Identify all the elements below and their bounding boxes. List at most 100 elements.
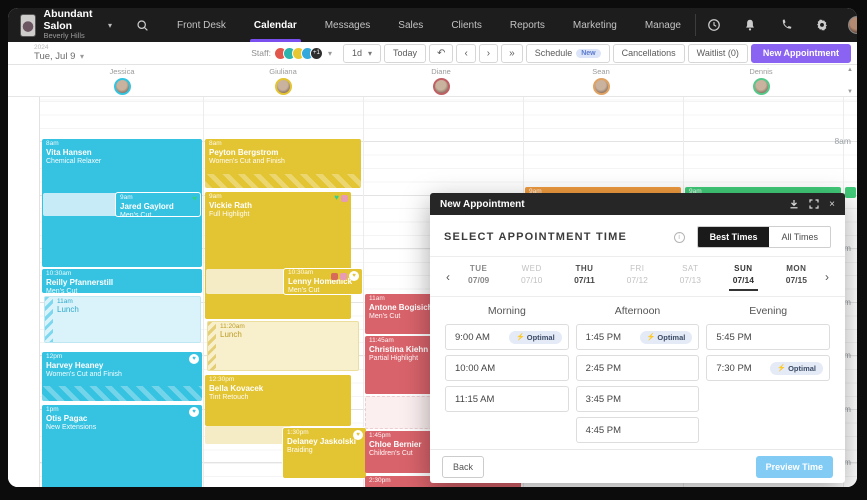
back-button[interactable]: Back	[442, 455, 485, 478]
day-thu-0711[interactable]: THU 07/11	[574, 264, 595, 285]
nav-item-messages[interactable]: Messages	[324, 19, 371, 31]
day-tue-0709[interactable]: TUE 07/09	[468, 264, 490, 285]
preview-time-button[interactable]: Preview Time	[755, 455, 833, 478]
time-slot-900am[interactable]: 9:00 AM ⚡ Optimal	[445, 324, 569, 351]
schedule-button[interactable]: Schedule New	[525, 43, 610, 63]
user-menu[interactable]: ▾	[840, 16, 857, 34]
vertical-scrollbar[interactable]: ▲ ▼	[845, 67, 855, 95]
best-times-button[interactable]: Best Times	[697, 227, 770, 247]
lunch-block-jessica[interactable]: 11am Lunch	[44, 296, 201, 343]
time-slot-1115am[interactable]: 11:15 AM	[445, 386, 569, 413]
search-icon[interactable]	[122, 19, 163, 32]
staff-avatar-stack: +1	[273, 46, 323, 60]
appointment-jared-gaylord[interactable]: 9am Jared Gaylord Men's Cut ♥	[116, 193, 200, 216]
time-slot-245pm[interactable]: 2:45 PM	[575, 355, 700, 382]
app-window: Abundant Salon Beverly Hills ▾ Front Des…	[8, 8, 857, 487]
close-icon[interactable]: ×	[829, 198, 835, 210]
appointment-lenny-homenick[interactable]: 10:30am Lenny Homenick Men's Cut ♥	[284, 269, 362, 294]
appointment-bella-kovacek[interactable]: 12:30pm Bella Kovacek Tint Retouch	[205, 375, 351, 426]
minimize-icon[interactable]	[789, 199, 799, 209]
today-button[interactable]: Today	[384, 43, 427, 63]
appointment-vickie-rath[interactable]: 9am Vickie Rath Full Highlight ♥	[205, 192, 351, 319]
appointment-harvey-heaney[interactable]: 12pm Harvey Heaney Women's Cut and Finis…	[42, 352, 202, 401]
new-appointment-button[interactable]: New Appointment	[750, 43, 851, 63]
nav-item-front-desk[interactable]: Front Desk	[177, 19, 226, 31]
lunch-stripe	[45, 297, 53, 342]
time-slot-1000am[interactable]: 10:00 AM	[445, 355, 569, 382]
time-slot-545pm[interactable]: 5:45 PM	[706, 324, 831, 351]
lunch-block-giuliana[interactable]: 11:20am Lunch	[207, 321, 359, 371]
section-afternoon: Afternoon 1:45 PM ⚡ Optimal 2:45 PM 3:45 …	[575, 305, 700, 448]
expand-icon[interactable]	[809, 199, 819, 209]
new-appointment-modal: New Appointment × SELECT APPOINTMENT TIM…	[430, 193, 845, 483]
nav-item-calendar[interactable]: Calendar	[240, 8, 311, 42]
calendar-year: 2024	[34, 44, 49, 51]
appointment-peyton-bergstrom[interactable]: 8am Peyton Bergstrom Women's Cut and Fin…	[205, 139, 361, 188]
prev-week-icon[interactable]: ‹	[446, 269, 450, 284]
topbar-divider	[694, 14, 696, 36]
day-sat-0713[interactable]: SAT 07/13	[679, 264, 701, 285]
appointment-partial-column[interactable]	[845, 187, 856, 198]
skip-forward-button[interactable]: »	[501, 43, 523, 63]
time-slot-730pm[interactable]: 7:30 PM ⚡ Optimal	[706, 355, 831, 382]
staff-column-dennis[interactable]: Dennis	[701, 67, 821, 95]
staff-filter[interactable]: Staff: +1 ▾	[251, 46, 332, 60]
appointment-otis-pagac[interactable]: 1pm Otis Pagac New Extensions ♥	[42, 405, 202, 487]
day-sun-0714[interactable]: SUN 07/14	[728, 262, 758, 292]
scroll-up-icon[interactable]: ▲	[847, 67, 853, 73]
section-morning: Morning 9:00 AM ⚡ Optimal 10:00 AM 11:15 …	[445, 305, 569, 448]
staff-caret-icon: ▾	[327, 48, 332, 58]
cancellations-button[interactable]: Cancellations	[612, 43, 685, 63]
nav-item-marketing[interactable]: Marketing	[572, 19, 617, 31]
time-slot-445pm[interactable]: 4:45 PM	[575, 417, 700, 444]
undo-button[interactable]: ↶	[429, 43, 454, 63]
time-slot-345pm[interactable]: 3:45 PM	[575, 386, 700, 413]
clock-icon[interactable]	[696, 18, 732, 32]
processing-gap-giuliana[interactable]	[205, 426, 291, 444]
nav-item-sales[interactable]: Sales	[398, 19, 424, 31]
main-nav: Front Desk Calendar Messages Sales Clien…	[163, 8, 695, 42]
repeat-client-icon: ♥	[189, 354, 199, 364]
repeat-client-icon: ♥	[189, 407, 199, 417]
nav-item-manage[interactable]: Manage	[644, 19, 681, 31]
staff-filter-label: Staff:	[251, 48, 271, 58]
day-fri-0712[interactable]: FRI 07/12	[626, 264, 648, 285]
staff-column-giuliana[interactable]: Giuliana	[223, 67, 343, 95]
staff-column-sean[interactable]: Sean	[541, 67, 661, 95]
time-slot-145pm[interactable]: 1:45 PM ⚡ Optimal	[575, 324, 700, 351]
staff-column-diane[interactable]: Diane	[381, 67, 501, 95]
select-time-heading: SELECT APPOINTMENT TIME	[444, 231, 628, 243]
staff-column-jessica[interactable]: Jessica	[62, 67, 182, 95]
modal-title: New Appointment	[440, 198, 525, 210]
staff-name: Jessica	[109, 67, 135, 76]
date-picker[interactable]: 2024 Tue, Jul 9 ▾	[34, 44, 84, 61]
nav-item-reports[interactable]: Reports	[509, 19, 545, 31]
prev-day-button[interactable]: ‹	[456, 43, 476, 63]
tag-icon	[341, 194, 348, 202]
nav-item-clients[interactable]: Clients	[451, 19, 482, 31]
modal-body: SELECT APPOINTMENT TIME i Best Times All…	[430, 215, 845, 449]
favorite-heart-icon: ♥	[192, 194, 197, 203]
staff-header-row: Jessica Giuliana Diane Sean Dennis ▲ ▼	[8, 65, 857, 97]
brand-selector[interactable]: Abundant Salon Beverly Hills ▾	[8, 9, 122, 40]
day-wed-0710[interactable]: WED 07/10	[521, 264, 543, 285]
modal-header[interactable]: New Appointment ×	[430, 193, 845, 215]
info-icon[interactable]: i	[673, 231, 685, 243]
brand-name: Abundant Salon	[43, 8, 93, 32]
phone-icon[interactable]	[768, 18, 804, 32]
notifications-bell-icon[interactable]	[732, 18, 768, 32]
settings-gear-icon[interactable]	[804, 18, 840, 32]
all-times-button[interactable]: All Times	[769, 227, 830, 247]
day-mon-0715[interactable]: MON 07/15	[785, 264, 807, 285]
bolt-icon: ⚡	[516, 334, 525, 342]
next-day-button[interactable]: ›	[478, 43, 499, 63]
scroll-down-icon[interactable]: ▼	[847, 89, 853, 95]
range-select[interactable]: 1d ▾	[342, 43, 382, 63]
staff-name: Diane	[431, 67, 451, 76]
staff-avatar	[752, 78, 770, 95]
appointment-delaney-jaskolski[interactable]: 1:30pm Delaney Jaskolski Braiding ♥	[283, 428, 366, 478]
next-week-icon[interactable]: ›	[825, 269, 829, 284]
brand-location: Beverly Hills	[43, 31, 85, 41]
appointment-reilly-pfannerstill[interactable]: 10:30am Reilly Pfannerstill Men's Cut	[42, 269, 202, 293]
waitlist-button[interactable]: Waitlist (0)	[687, 43, 748, 63]
